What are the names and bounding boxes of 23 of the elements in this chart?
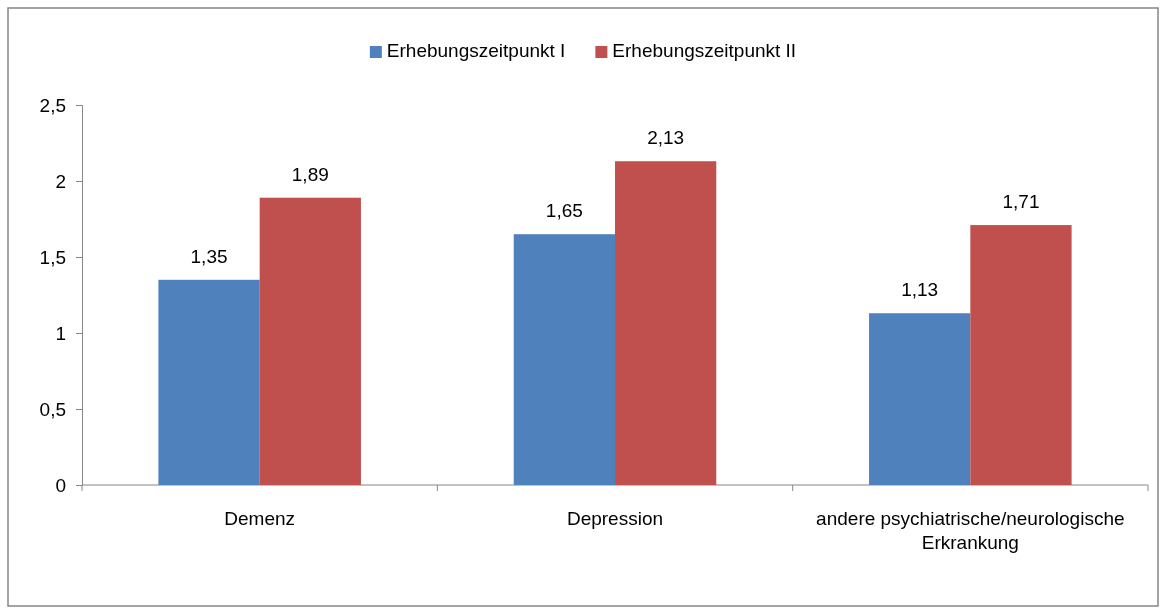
x-tick-label: Demenz (224, 508, 296, 529)
y-tick-label: 1,5 (39, 246, 66, 268)
bar (158, 279, 260, 485)
y-tick-label: 0,5 (39, 398, 66, 420)
data-label: 1,65 (545, 200, 583, 222)
data-label: 1,89 (291, 163, 329, 185)
data-label: 1,13 (901, 279, 939, 301)
bar (869, 313, 971, 485)
legend-label: Erhebungszeitpunkt I (386, 40, 566, 61)
y-tick-label: 2,5 (39, 94, 66, 116)
data-label: 2,13 (647, 127, 685, 149)
bar (259, 197, 361, 485)
y-tick-label: 0 (55, 474, 66, 496)
x-tick-label: Depression (566, 508, 664, 529)
legend-label: Erhebungszeitpunkt II (612, 40, 797, 61)
bar (970, 225, 1072, 485)
y-tick-label: 1 (55, 322, 66, 344)
bar (513, 234, 615, 485)
data-label: 1,35 (190, 245, 228, 267)
y-tick-label: 2 (55, 170, 66, 192)
bar (615, 161, 717, 485)
x-tick-label: andere psychiatrische/neurologische Erkrankung (816, 508, 1125, 553)
data-label: 1,71 (1002, 191, 1040, 213)
